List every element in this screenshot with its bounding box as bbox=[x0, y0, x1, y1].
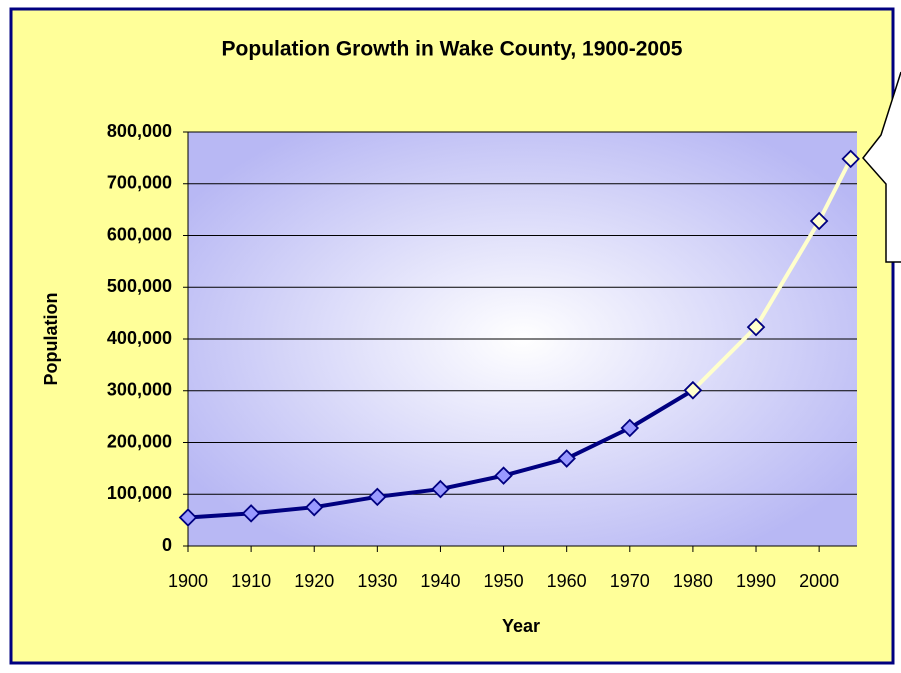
x-tick-label: 1950 bbox=[484, 571, 524, 591]
data-point bbox=[841, 149, 860, 169]
y-tick-label: 600,000 bbox=[107, 224, 172, 244]
x-tick-label: 1940 bbox=[420, 571, 460, 591]
y-tick-label: 700,000 bbox=[107, 173, 172, 193]
data-point bbox=[178, 508, 198, 527]
x-tick-label: 1930 bbox=[357, 571, 397, 591]
data-point bbox=[304, 497, 324, 517]
data-point bbox=[746, 317, 766, 337]
data-point bbox=[557, 449, 576, 468]
x-tick-label: 1910 bbox=[231, 571, 271, 591]
data-point bbox=[494, 466, 513, 485]
x-tick-label: 1960 bbox=[547, 571, 587, 591]
x-tick-label: 1920 bbox=[294, 571, 334, 591]
data-point bbox=[683, 380, 703, 400]
y-tick-label: 200,000 bbox=[107, 431, 172, 451]
x-tick-label: 1900 bbox=[168, 571, 208, 591]
series-line bbox=[691, 158, 853, 392]
data-point bbox=[368, 487, 387, 507]
y-tick-label: 400,000 bbox=[107, 328, 172, 348]
callout bbox=[862, 71, 901, 263]
y-tick-label: 500,000 bbox=[107, 276, 172, 296]
y-tick-label: 800,000 bbox=[107, 121, 172, 141]
data-point bbox=[809, 211, 829, 231]
data-point bbox=[620, 418, 640, 438]
data-point bbox=[431, 479, 450, 499]
y-tick-label: 0 bbox=[162, 535, 172, 555]
chart-title: Population Growth in Wake County, 1900-2… bbox=[222, 38, 683, 61]
y-tick-label: 300,000 bbox=[107, 380, 172, 400]
y-axis-label: Population bbox=[41, 293, 61, 386]
x-tick-label: 1980 bbox=[673, 571, 713, 591]
x-tick-label: 1990 bbox=[736, 571, 776, 591]
data-point bbox=[241, 504, 261, 523]
x-axis-label: Year bbox=[502, 616, 540, 636]
x-tick-label: 1970 bbox=[610, 571, 650, 591]
x-tick-label: 2000 bbox=[799, 571, 839, 591]
y-tick-label: 100,000 bbox=[107, 483, 172, 503]
